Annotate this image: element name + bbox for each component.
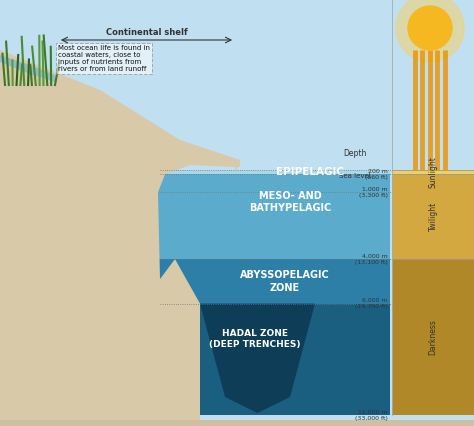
Bar [0, 175, 390, 259]
Text: Sunlight: Sunlight [428, 156, 438, 188]
Text: MESO- AND
BATHYPELAGIC: MESO- AND BATHYPELAGIC [249, 190, 331, 213]
Bar [0, 304, 390, 415]
Text: 11,000 m
(33,000 ft): 11,000 m (33,000 ft) [355, 409, 388, 420]
Bar [392, 170, 474, 175]
Text: Depth: Depth [343, 149, 367, 158]
Text: EPIPELAGIC: EPIPELAGIC [276, 167, 344, 177]
Text: 4,000 m
(13,100 ft): 4,000 m (13,100 ft) [355, 253, 388, 265]
Text: 1,000 m
(3,300 ft): 1,000 m (3,300 ft) [359, 187, 388, 198]
Polygon shape [200, 304, 315, 413]
Bar [392, 175, 474, 259]
Bar [392, 259, 474, 415]
Bar [0, 170, 390, 175]
Text: Twilight: Twilight [428, 202, 438, 231]
Polygon shape [0, 0, 240, 420]
Text: Darkness: Darkness [428, 319, 438, 355]
Bar [392, 0, 474, 170]
Text: ABYSSOPELAGIC
ZONE: ABYSSOPELAGIC ZONE [240, 270, 330, 293]
Text: 200 m
(660 ft): 200 m (660 ft) [365, 169, 388, 180]
Circle shape [408, 6, 452, 50]
Text: HADAL ZONE
(DEEP TRENCHES): HADAL ZONE (DEEP TRENCHES) [209, 329, 301, 349]
Text: Sea level: Sea level [339, 173, 371, 179]
Bar [0, 259, 390, 304]
Polygon shape [0, 55, 55, 82]
Circle shape [396, 0, 464, 62]
Bar [0, 420, 474, 426]
Text: 6,000 m
(19,700 ft): 6,000 m (19,700 ft) [355, 298, 388, 309]
Text: Most ocean life is found in
coastal waters, close to
inputs of nutrients from
ri: Most ocean life is found in coastal wate… [58, 45, 150, 72]
Text: Continental shelf: Continental shelf [106, 28, 187, 37]
